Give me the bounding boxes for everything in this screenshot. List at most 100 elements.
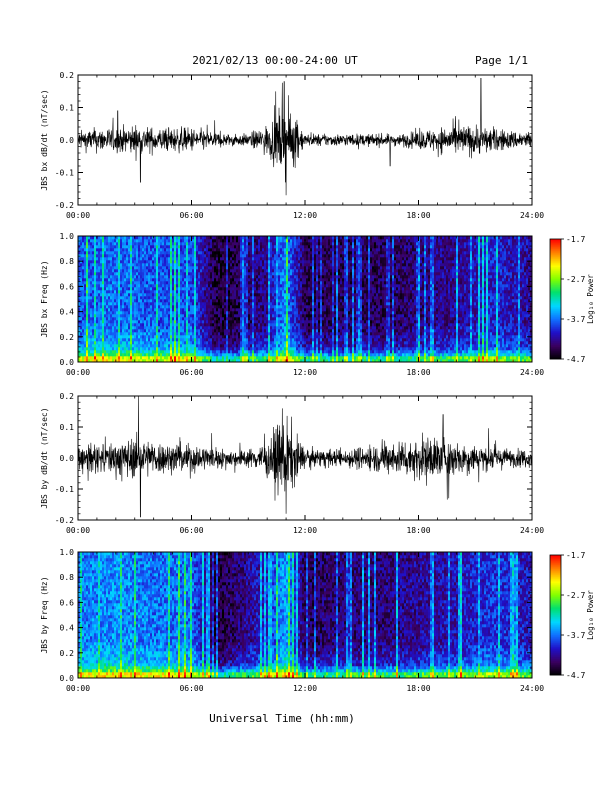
heatmap-cell — [182, 323, 185, 327]
heatmap-cell — [272, 284, 275, 288]
heatmap-cell — [142, 353, 145, 357]
heatmap-cell — [214, 299, 217, 303]
heatmap-cell — [128, 275, 131, 279]
heatmap-cell — [240, 320, 243, 324]
heatmap-cell — [156, 329, 159, 333]
heatmap-cell — [170, 287, 173, 291]
heatmap-cell — [284, 284, 287, 288]
heatmap-cell — [302, 275, 305, 279]
heatmap-cell — [108, 242, 111, 246]
heatmap-cell — [162, 359, 165, 363]
heatmap-cell — [164, 305, 167, 309]
heatmap-cell — [268, 278, 271, 282]
heatmap-cell — [98, 299, 101, 303]
heatmap-cell — [292, 278, 295, 282]
heatmap-cell — [194, 269, 197, 273]
heatmap-cell — [128, 359, 131, 363]
heatmap-cell — [90, 242, 93, 246]
heatmap-cell — [100, 314, 103, 318]
heatmap-cell — [132, 305, 135, 309]
heatmap-cell — [282, 305, 285, 309]
heatmap-cell — [114, 308, 117, 312]
heatmap-cell — [160, 269, 163, 273]
heatmap-cell — [198, 296, 201, 300]
heatmap-cell — [214, 242, 217, 246]
heatmap-cell — [194, 239, 197, 243]
heatmap-cell — [196, 359, 199, 363]
heatmap-cell — [248, 236, 251, 240]
heatmap-cell — [220, 248, 223, 252]
heatmap-cell — [122, 248, 125, 252]
heatmap-cell — [102, 254, 105, 258]
heatmap-cell — [200, 251, 203, 255]
heatmap-cell — [196, 236, 199, 240]
heatmap-cell — [144, 275, 147, 279]
heatmap-cell — [302, 266, 305, 270]
heatmap-cell — [200, 326, 203, 330]
heatmap-cell — [294, 335, 297, 339]
heatmap-cell — [170, 251, 173, 255]
heatmap-cell — [282, 254, 285, 258]
heatmap-cell — [158, 335, 161, 339]
heatmap-cell — [94, 314, 97, 318]
heatmap-cell — [266, 356, 269, 360]
heatmap-cell — [292, 314, 295, 318]
heatmap-cell — [190, 293, 193, 297]
heatmap-cell — [156, 248, 159, 252]
heatmap-cell — [214, 296, 217, 300]
heatmap-cell — [200, 353, 203, 357]
heatmap-cell — [120, 296, 123, 300]
heatmap-cell — [176, 293, 179, 297]
heatmap-cell — [78, 287, 81, 291]
heatmap-cell — [102, 314, 105, 318]
heatmap-cell — [116, 350, 119, 354]
heatmap-cell — [112, 248, 115, 252]
heatmap-cell — [132, 257, 135, 261]
heatmap-cell — [300, 272, 303, 276]
heatmap-cell — [284, 299, 287, 303]
heatmap-cell — [110, 290, 113, 294]
heatmap-cell — [196, 332, 199, 336]
heatmap-cell — [272, 272, 275, 276]
heatmap-cell — [296, 326, 299, 330]
heatmap-cell — [100, 266, 103, 270]
heatmap-cell — [148, 350, 151, 354]
heatmap-cell — [236, 239, 239, 243]
heatmap-cell — [290, 359, 293, 363]
heatmap-cell — [238, 353, 241, 357]
heatmap-cell — [276, 320, 279, 324]
heatmap-cell — [192, 314, 195, 318]
heatmap-cell — [96, 317, 99, 321]
heatmap-cell — [298, 281, 301, 285]
heatmap-cell — [140, 248, 143, 252]
heatmap-cell — [222, 308, 225, 312]
heatmap-cell — [94, 287, 97, 291]
heatmap-cell — [152, 359, 155, 363]
heatmap-cell — [92, 260, 95, 264]
heatmap-cell — [184, 248, 187, 252]
heatmap-cell — [124, 299, 127, 303]
heatmap-cell — [180, 317, 183, 321]
heatmap-cell — [288, 335, 291, 339]
heatmap-cell — [146, 245, 149, 249]
heatmap-cell — [78, 359, 81, 363]
heatmap-cell — [294, 278, 297, 282]
heatmap-cell — [186, 335, 189, 339]
heatmap-cell — [300, 308, 303, 312]
heatmap-cell — [114, 317, 117, 321]
heatmap-cell — [164, 257, 167, 261]
heatmap-cell — [102, 326, 105, 330]
heatmap-cell — [158, 287, 161, 291]
heatmap-cell — [240, 290, 243, 294]
heatmap-cell — [88, 326, 91, 330]
heatmap-cell — [242, 266, 245, 270]
heatmap-cell — [288, 308, 291, 312]
heatmap-cell — [284, 359, 287, 363]
heatmap-cell — [84, 293, 87, 297]
heatmap-cell — [256, 290, 259, 294]
heatmap-cell — [214, 359, 217, 363]
heatmap-cell — [304, 284, 307, 288]
heatmap-cell — [180, 326, 183, 330]
heatmap-cell — [192, 350, 195, 354]
heatmap-cell — [188, 332, 191, 336]
